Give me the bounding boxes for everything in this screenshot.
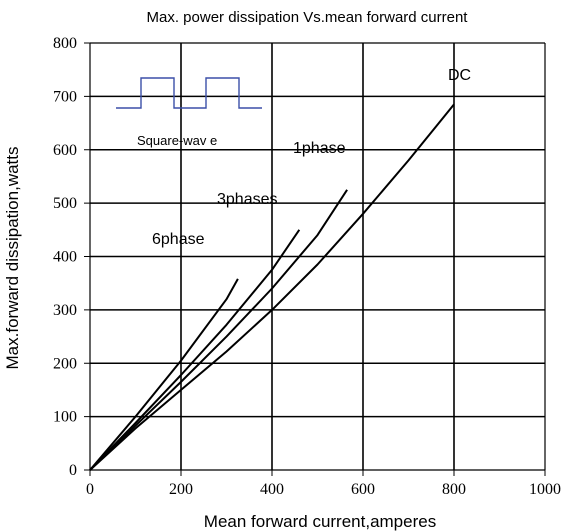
y-axis-label: Max.forward dissipation,watts (3, 147, 22, 370)
x-tick-label: 600 (351, 481, 375, 498)
x-tick-label: 200 (169, 481, 193, 498)
tick-labels: 0 100 200 300 400 500 600 700 800 0 200 400 600 800 10… (53, 35, 561, 498)
x-tick-label: 800 (442, 481, 466, 498)
x-tick-label: 1000 (529, 481, 561, 498)
grid (84, 42, 546, 476)
square-wave-icon (116, 77, 262, 109)
x-tick-label: 400 (260, 481, 284, 498)
square-wave-caption: Square-wav e (137, 133, 217, 148)
y-tick-label: 800 (53, 35, 77, 52)
y-tick-label: 600 (53, 142, 77, 159)
y-tick-label: 300 (53, 302, 77, 319)
series-label-dc: DC (448, 67, 471, 84)
y-tick-label: 200 (53, 355, 77, 372)
chart-title: Max. power dissipation Vs.mean forward c… (147, 9, 469, 26)
series-label-3phases: 3phases (217, 191, 278, 208)
series-line-6phase (89, 278, 239, 471)
series-line-dc (89, 103, 455, 471)
x-tick-label: 0 (86, 481, 94, 498)
y-tick-label: 100 (53, 409, 77, 426)
series-label-1phase: 1phase (293, 140, 346, 157)
y-tick-label: 500 (53, 195, 77, 212)
x-axis-label: Mean forward current,amperes (204, 512, 436, 531)
series-line-1phase (89, 189, 348, 471)
y-tick-label: 700 (53, 88, 77, 105)
series-label-6phase: 6phase (152, 231, 205, 248)
y-tick-label: 0 (69, 462, 77, 479)
y-tick-label: 400 (53, 249, 77, 266)
series-layer: DC 1phase 3phases 6phase (89, 67, 471, 471)
series-line-3phases (89, 229, 301, 471)
